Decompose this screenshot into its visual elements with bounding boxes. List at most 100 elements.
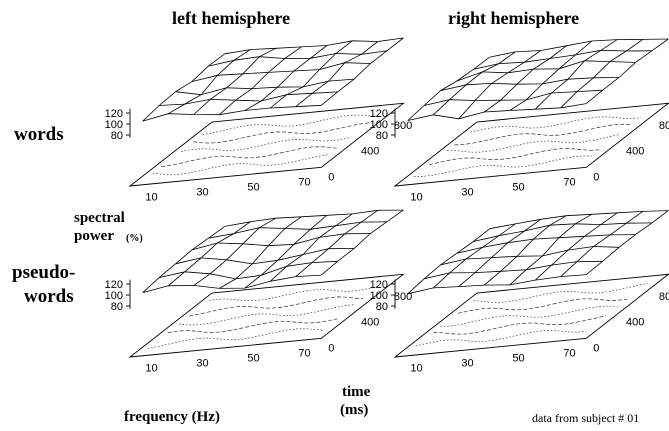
col-title-left: left hemisphere [172, 8, 291, 28]
plot-0-contour-5 [202, 114, 378, 135]
plot-2-z-tick-label-2: 120 [105, 279, 123, 291]
plot-2-contour-1 [147, 328, 323, 349]
plot-1-mesh-freq-2 [458, 50, 542, 120]
y-axis-title-line2: (ms) [340, 402, 369, 418]
plot-1-mesh-freq-0 [407, 56, 491, 121]
row-label-pseudo-line1: pseudo- [12, 262, 76, 283]
plot-2-mesh-freq-1 [168, 221, 251, 287]
plot-0-contour-4 [193, 122, 370, 144]
plot-2-mesh-freq-6 [295, 209, 379, 277]
plot-1-x-tick-label-1: 30 [461, 187, 473, 199]
plot-1-x-tick-label-2: 50 [512, 182, 524, 194]
plot-3-mesh-freq-4 [509, 213, 593, 286]
plot-2-contour-4 [189, 296, 364, 317]
plot-3-mesh-freq-5 [535, 212, 618, 281]
plot-0-y-tick-label-1: 400 [361, 146, 379, 158]
row-label-words: words [14, 124, 64, 145]
plot-3-x-tick-label-0: 10 [410, 363, 422, 375]
plot-0-mesh-freq-5 [270, 40, 353, 109]
plot-1-contour-4 [454, 123, 632, 146]
plot-2-x-tick-label-2: 50 [247, 353, 259, 365]
plot-1-y-tick-label-1: 400 [626, 146, 644, 158]
plot-3-floor [393, 273, 669, 358]
plot-1-mesh-freq-4 [509, 40, 593, 111]
plot-0-mesh-time-0 [142, 104, 322, 122]
plot-3-mesh-freq-7 [586, 210, 669, 275]
plot-2-mesh-freq-7 [321, 209, 404, 276]
plot-0-x-tick-label-3: 70 [298, 177, 310, 189]
plot-1-mesh-time-2 [440, 77, 620, 91]
plot-0-z-tick-label-2: 120 [105, 108, 123, 120]
plot-1-contour-2 [428, 148, 600, 166]
plot-1-y-tick-label-2: 800 [659, 120, 669, 132]
plot-0-mesh-time-4 [208, 50, 387, 67]
plot-3-mesh-freq-0 [407, 228, 491, 295]
plot-3-mesh-freq-3 [484, 215, 567, 286]
plot-1-mesh-time-5 [489, 38, 669, 58]
plot-1-y-tick-label-0: 0 [593, 171, 599, 183]
y-axis-title-line1: time [342, 384, 371, 400]
plot-1-z-tick-label-0: 80 [376, 130, 388, 142]
plot-3-mesh-time-1 [424, 260, 603, 280]
plot-0-x-tick-label-1: 30 [196, 187, 208, 199]
plot-2-mesh-freq-5 [270, 213, 353, 282]
plot-3-y-tick-label-0: 0 [593, 342, 599, 354]
plot-3-y-tick-label-1: 400 [626, 317, 644, 329]
plot-3-contour-5 [473, 283, 648, 303]
plot-1-contour-1 [414, 155, 592, 177]
plot-3-y-tick-label-2: 800 [659, 291, 669, 303]
plot-1-z-tick-label-2: 120 [370, 108, 388, 120]
plot-3-mesh-time-3 [456, 234, 636, 254]
plot-2-mesh-freq-0 [142, 226, 226, 293]
plot-3-contour-2 [433, 315, 607, 335]
plot-3-mesh-time-0 [407, 274, 587, 295]
plot-2-mesh-freq-4 [244, 214, 328, 289]
plot-0-mesh-time-2 [175, 78, 355, 96]
plot-2-floor [128, 273, 405, 358]
plot-0-y-tick-label-0: 0 [328, 171, 334, 183]
col-title-right: right hemisphere [448, 8, 580, 28]
plot-3-mesh-time-4 [473, 222, 652, 242]
row-label-pseudo-line2: words [24, 286, 74, 307]
plot-2-mesh-time-3 [191, 233, 371, 251]
plot-1-mesh-time-4 [473, 49, 652, 70]
plot-2-contour-3 [178, 304, 356, 326]
plot-2-mesh-time-0 [142, 274, 322, 293]
plot-3-z-tick-label-2: 120 [370, 279, 388, 291]
plot-2-mesh-time-5 [224, 209, 404, 227]
plot-3-z-tick-label-0: 80 [376, 301, 388, 313]
plot-3-mesh-freq-2 [458, 218, 542, 287]
plot-1-mesh-freq-3 [484, 45, 567, 113]
plot-1-contour-3 [447, 134, 620, 153]
plot-3-contour-3 [440, 305, 618, 328]
plot-2-y-tick-label-2: 800 [394, 291, 412, 303]
plot-2-z-tick-label-1: 100 [105, 290, 123, 302]
plot-2-mesh-time-2 [175, 248, 355, 265]
plot-0-mesh-freq-0 [142, 53, 226, 122]
plot-2-mesh-time-4 [208, 221, 387, 239]
plot-3-mesh-freq-1 [433, 223, 516, 289]
plot-3-mesh-freq-6 [560, 211, 644, 277]
plot-0-mesh-freq-2 [193, 47, 276, 115]
plot-0-mesh-freq-7 [321, 37, 404, 106]
plot-3-mesh-time-5 [489, 210, 669, 230]
plot-0-mesh-time-1 [159, 91, 338, 106]
plot-2-z-tick-label-0: 80 [111, 301, 123, 313]
plot-0-mesh-freq-1 [168, 49, 251, 115]
plot-1-mesh-time-1 [424, 89, 603, 106]
plot-2-x-tick-label-1: 30 [196, 358, 208, 370]
plot-2-y-tick-label-0: 0 [328, 342, 334, 354]
plot-3-x-tick-label-2: 50 [512, 353, 524, 365]
plot-2-mesh-time-1 [159, 260, 338, 280]
plot-2-x-tick-label-3: 70 [298, 348, 310, 360]
zlabel-unit: (%) [126, 233, 143, 244]
plot-2-mesh-freq-2 [193, 217, 277, 286]
plot-2-mesh-freq-3 [219, 216, 302, 289]
plot-0-z-tick-label-1: 100 [105, 119, 123, 131]
plot-1-mesh-time-3 [456, 60, 636, 82]
zlabel-line1: spectral [74, 210, 125, 226]
plot-2-contour-2 [167, 318, 338, 334]
plot-1-mesh-time-0 [407, 103, 587, 121]
plot-1-floor [393, 102, 669, 187]
plot-0-contour-3 [181, 137, 351, 152]
